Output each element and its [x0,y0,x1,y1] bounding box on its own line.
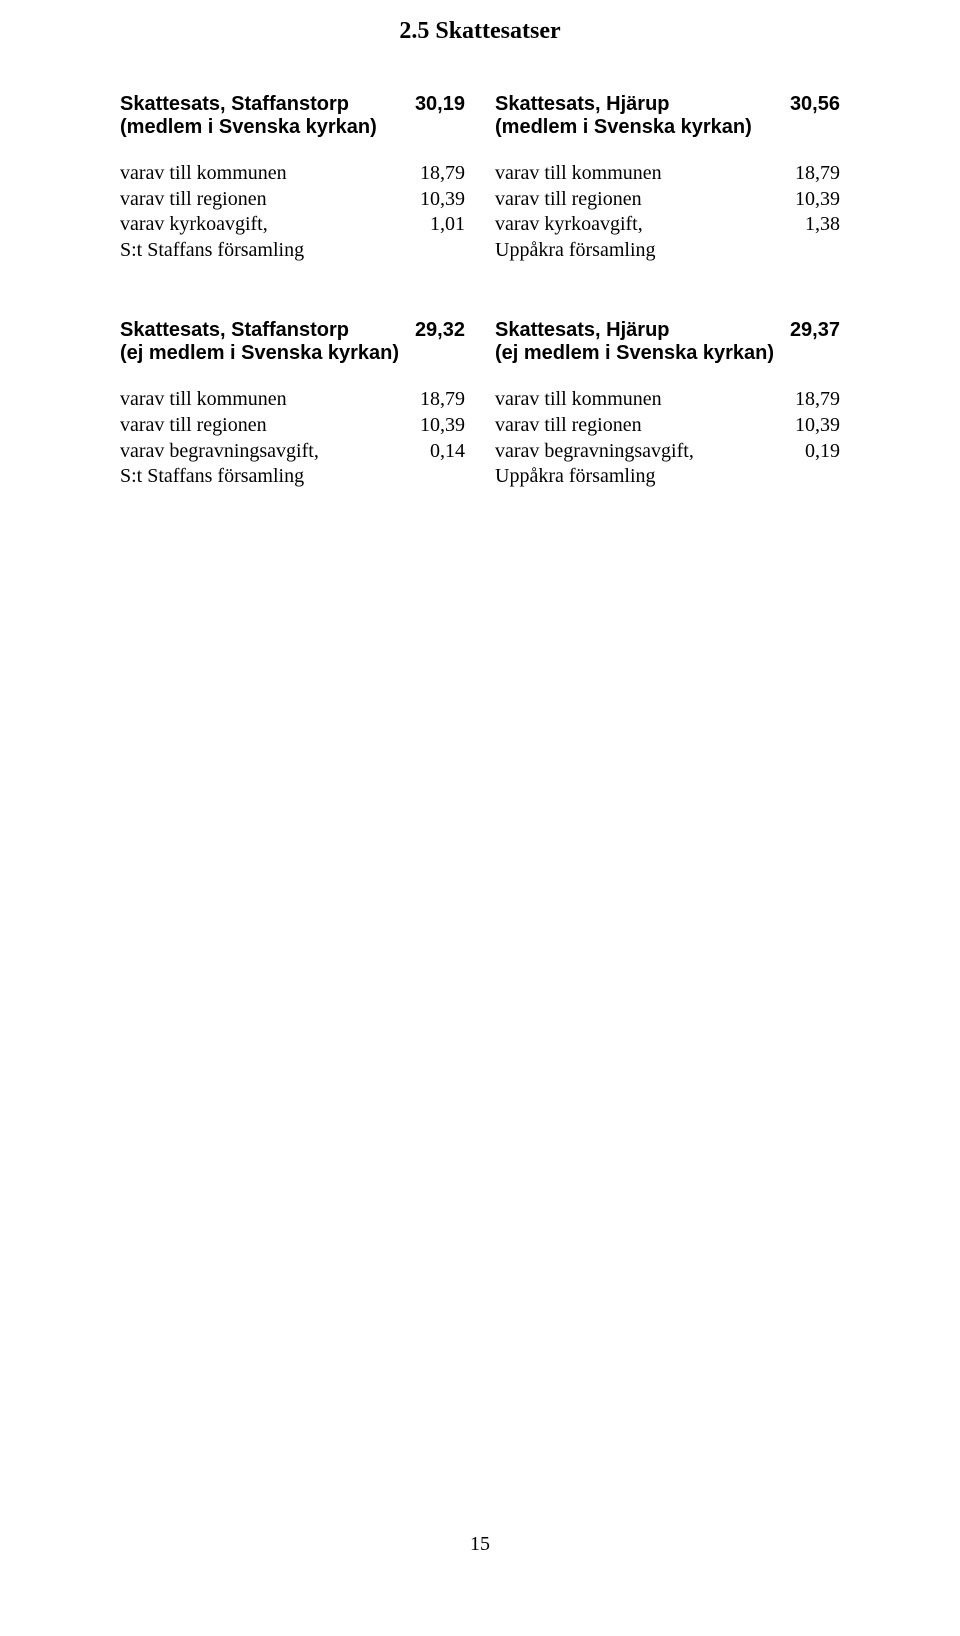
column-heading-row: Skattesats, Staffanstorp 29,32 [120,319,465,342]
tax-row-value: 18,79 [795,161,840,187]
tax-row: varav kyrkoavgift, 1,01 [120,212,465,238]
section-title: 2.5 Skattesatser [120,18,840,45]
column-heading-row: Skattesats, Staffanstorp 30,19 [120,93,465,116]
tax-row-label: S:t Staffans församling [120,238,304,264]
tax-row-label: varav kyrkoavgift, [495,212,643,238]
tax-row-label: varav till regionen [495,187,642,213]
tax-row-value: 10,39 [420,413,465,439]
tax-row-label: varav till regionen [495,413,642,439]
tax-column-left: Skattesats, Staffanstorp 30,19 (medlem i… [120,93,465,263]
column-heading-label: Skattesats, Staffanstorp [120,319,349,342]
column-heading-label: Skattesats, Hjärup [495,93,670,116]
column-heading-row: Skattesats, Hjärup 30,56 [495,93,840,116]
column-heading-sub: (medlem i Svenska kyrkan) [495,116,840,139]
tax-row: varav till regionen 10,39 [120,187,465,213]
tax-row-label: varav till kommunen [495,161,662,187]
page: 2.5 Skattesatser Skattesats, Staffanstor… [0,0,960,1636]
tax-row-label: Uppåkra församling [495,464,656,490]
tax-row: Uppåkra församling [495,238,840,264]
tax-block: Skattesats, Staffanstorp 29,32 (ej medle… [120,319,840,489]
tax-row-value: 18,79 [795,387,840,413]
tax-row: Uppåkra församling [495,464,840,490]
column-heading-value: 30,19 [415,93,465,116]
tax-row: varav kyrkoavgift, 1,38 [495,212,840,238]
tax-row-label: varav till regionen [120,413,267,439]
tax-row-label: varav begravningsavgift, [495,439,694,465]
tax-row: varav begravningsavgift, 0,19 [495,439,840,465]
column-heading-row: Skattesats, Hjärup 29,37 [495,319,840,342]
tax-row-value: 1,01 [430,212,465,238]
column-heading-value: 30,56 [790,93,840,116]
tax-row-label: varav till regionen [120,187,267,213]
tax-row-value: 0,19 [805,439,840,465]
tax-row: varav till regionen 10,39 [120,413,465,439]
tax-row: S:t Staffans församling [120,238,465,264]
tax-row: S:t Staffans församling [120,464,465,490]
tax-column-right: Skattesats, Hjärup 30,56 (medlem i Svens… [495,93,840,263]
tax-column-left: Skattesats, Staffanstorp 29,32 (ej medle… [120,319,465,489]
tax-row-value: 18,79 [420,161,465,187]
tax-row-label: varav till kommunen [120,161,287,187]
column-heading-sub: (medlem i Svenska kyrkan) [120,116,465,139]
tax-row-value: 10,39 [420,187,465,213]
column-heading-label: Skattesats, Staffanstorp [120,93,349,116]
tax-row-value: 18,79 [420,387,465,413]
tax-row: varav till regionen 10,39 [495,187,840,213]
column-heading-value: 29,32 [415,319,465,342]
column-heading-sub: (ej medlem i Svenska kyrkan) [120,342,465,365]
tax-row-value: 1,38 [805,212,840,238]
tax-row-label: varav till kommunen [120,387,287,413]
tax-row-label: varav begravningsavgift, [120,439,319,465]
tax-row-value: 0,14 [430,439,465,465]
tax-row: varav till kommunen 18,79 [495,387,840,413]
tax-row: varav till kommunen 18,79 [495,161,840,187]
tax-row: varav till kommunen 18,79 [120,161,465,187]
tax-row-value: 10,39 [795,187,840,213]
tax-row: varav till kommunen 18,79 [120,387,465,413]
tax-row: varav till regionen 10,39 [495,413,840,439]
column-heading-sub: (ej medlem i Svenska kyrkan) [495,342,840,365]
tax-block: Skattesats, Staffanstorp 30,19 (medlem i… [120,93,840,263]
tax-column-right: Skattesats, Hjärup 29,37 (ej medlem i Sv… [495,319,840,489]
tax-row-label: varav till kommunen [495,387,662,413]
column-heading-label: Skattesats, Hjärup [495,319,670,342]
tax-row-label: S:t Staffans församling [120,464,304,490]
page-number: 15 [0,1533,960,1556]
column-heading-value: 29,37 [790,319,840,342]
tax-row-value: 10,39 [795,413,840,439]
tax-row: varav begravningsavgift, 0,14 [120,439,465,465]
tax-row-label: Uppåkra församling [495,238,656,264]
tax-row-label: varav kyrkoavgift, [120,212,268,238]
